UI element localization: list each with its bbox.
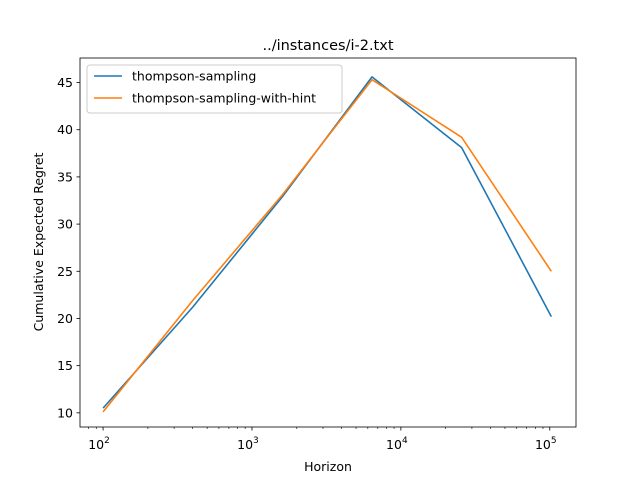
chart-title: ../instances/i-2.txt — [262, 38, 393, 54]
x-tick-label-base: 10 — [88, 437, 104, 452]
x-tick-label-exponent: 4 — [402, 436, 408, 446]
x-axis-ticks: 102 103 104 105 — [88, 427, 557, 452]
y-axis-ticks: 10 15 20 25 30 35 40 45 — [57, 75, 80, 420]
x-tick-label-exponent: 3 — [253, 436, 259, 446]
x-axis-label: Horizon — [304, 459, 352, 474]
legend-label-thompson-sampling-with-hint: thompson-sampling-with-hint — [132, 91, 316, 106]
y-tick-label: 40 — [57, 122, 73, 137]
legend-box — [86, 64, 343, 114]
series-line-thompson-sampling-with-hint — [102, 78, 552, 413]
x-tick-label-exponent: 5 — [551, 436, 557, 446]
y-tick-label: 10 — [57, 405, 73, 420]
x-tick-label: 102 — [88, 436, 110, 452]
y-tick-label: 35 — [57, 169, 73, 184]
x-tick-label-base: 10 — [237, 437, 253, 452]
x-tick-label: 103 — [237, 436, 259, 452]
y-axis-label: Cumulative Expected Regret — [31, 153, 46, 332]
legend: thompson-sampling thompson-sampling-with… — [86, 64, 343, 114]
x-tick-label: 105 — [535, 436, 557, 452]
y-tick-label: 20 — [57, 311, 73, 326]
plot-frame — [79, 57, 577, 428]
x-tick-label-exponent: 2 — [104, 436, 110, 446]
y-tick-label: 15 — [57, 358, 73, 373]
y-tick-label: 25 — [57, 264, 73, 279]
y-tick-label: 30 — [57, 217, 73, 232]
y-tick-label: 45 — [57, 75, 73, 90]
x-tick-label: 104 — [386, 436, 408, 452]
series-lines — [102, 76, 553, 413]
x-tick-label-base: 10 — [535, 437, 551, 452]
x-tick-label-base: 10 — [386, 437, 402, 452]
plot-area — [80, 58, 576, 427]
legend-label-thompson-sampling: thompson-sampling — [132, 69, 256, 84]
